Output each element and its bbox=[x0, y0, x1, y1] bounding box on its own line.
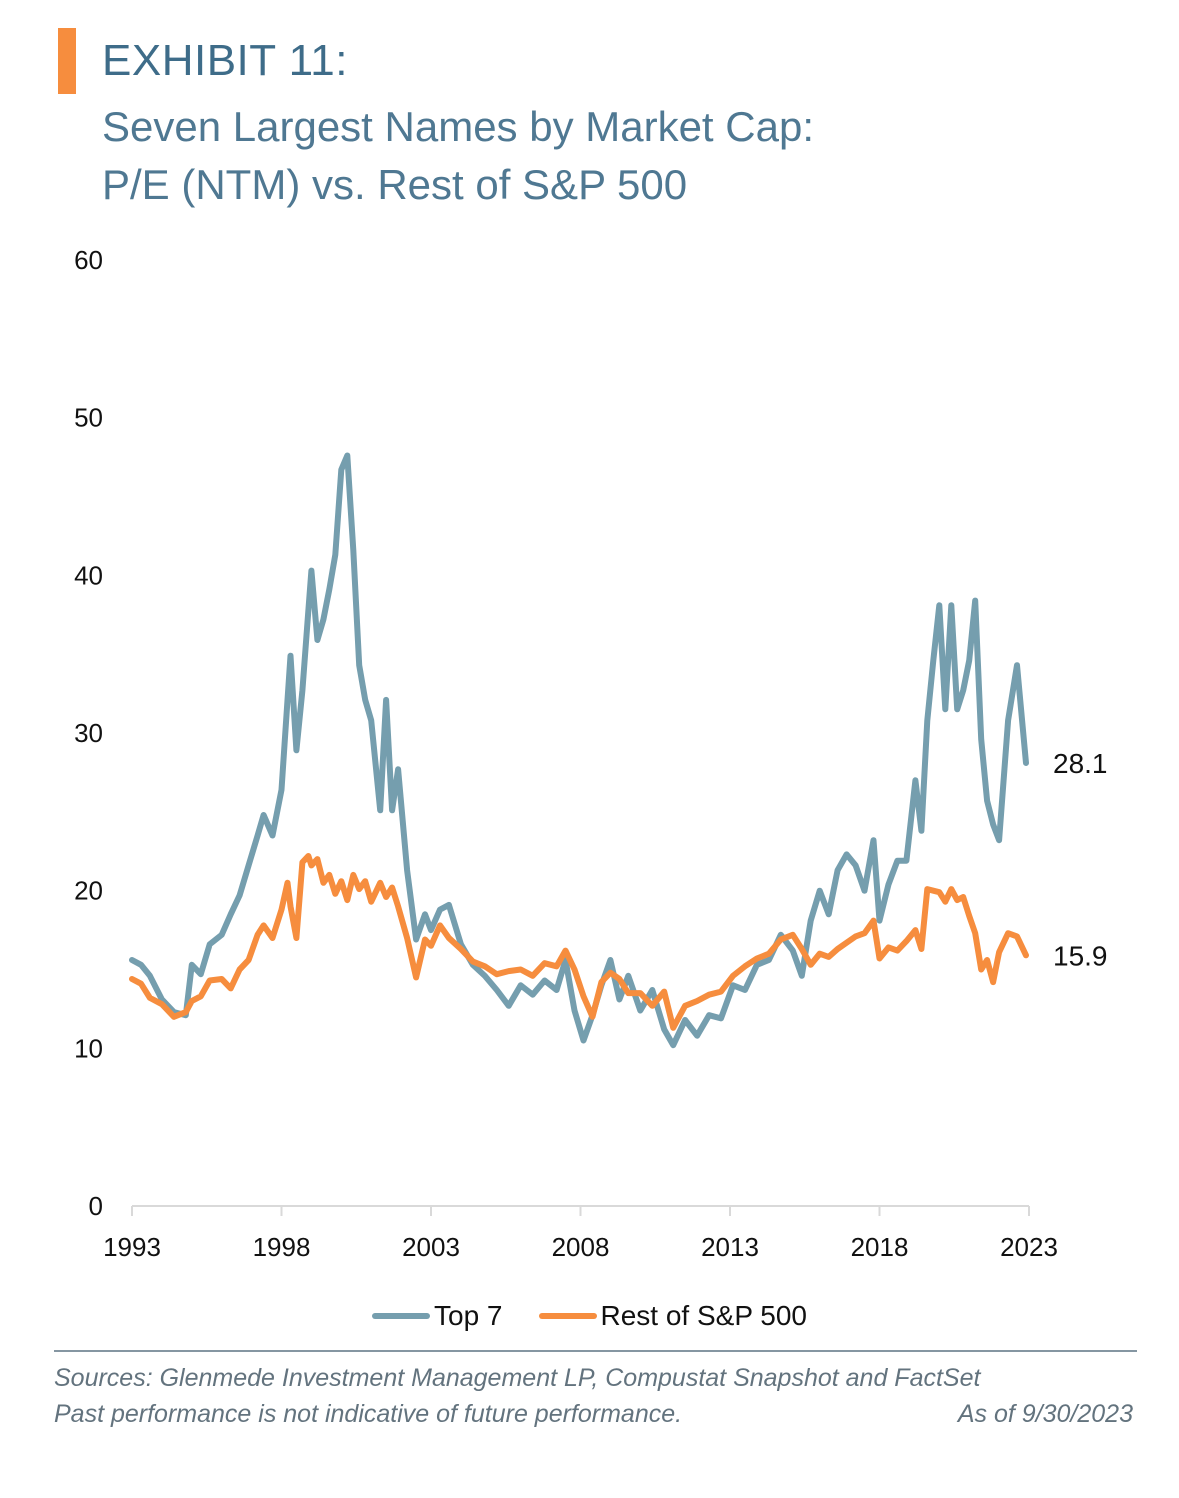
y-tick-label: 40 bbox=[74, 560, 103, 590]
y-tick-label: 10 bbox=[74, 1033, 103, 1063]
series-layer bbox=[129, 452, 1029, 1049]
y-axis: 0 10 20 30 40 50 60 bbox=[74, 245, 103, 1221]
x-tick-label: 1993 bbox=[103, 1232, 161, 1262]
x-tick-label: 2008 bbox=[552, 1232, 610, 1262]
subtitle-line-1: Seven Largest Names by Market Cap: bbox=[102, 103, 814, 150]
legend-label-rest: Rest of S&P 500 bbox=[600, 1300, 808, 1331]
y-tick-label: 20 bbox=[74, 876, 103, 906]
end-labels: 28.1 15.9 bbox=[1053, 748, 1108, 971]
x-tick-label: 1998 bbox=[253, 1232, 311, 1262]
end-label-rest: 15.9 bbox=[1053, 940, 1108, 971]
line-chart: 0 10 20 30 40 50 60 1993 1998 2003 2008 2013 2018 20… bbox=[74, 245, 1108, 1262]
chart-subtitle: Seven Largest Names by Market Cap: P/E (… bbox=[102, 98, 814, 214]
accent-bar bbox=[58, 28, 76, 94]
legend-swatch-top7 bbox=[372, 1313, 430, 1319]
disclaimer-note: Past performance is not indicative of fu… bbox=[54, 1400, 683, 1428]
sources-note: Sources: Glenmede Investment Management … bbox=[54, 1364, 981, 1392]
y-tick-label: 50 bbox=[74, 403, 103, 433]
y-tick-label: 30 bbox=[74, 718, 103, 748]
end-label-top7: 28.1 bbox=[1053, 748, 1108, 779]
y-tick-label: 60 bbox=[74, 245, 103, 275]
legend-label-top7: Top 7 bbox=[434, 1300, 503, 1331]
x-axis: 1993 1998 2003 2008 2013 2018 2023 bbox=[103, 1205, 1058, 1262]
x-tick-label: 2013 bbox=[701, 1232, 759, 1262]
series-line-rest-of-sp500 bbox=[129, 853, 1029, 1031]
x-tick-label: 2018 bbox=[851, 1232, 909, 1262]
legend-item-rest: Rest of S&P 500 bbox=[538, 1300, 808, 1332]
x-tick-label: 2023 bbox=[1000, 1232, 1058, 1262]
subtitle-line-2: P/E (NTM) vs. Rest of S&P 500 bbox=[102, 161, 688, 208]
legend: Top 7 Rest of S&P 500 bbox=[0, 1300, 1179, 1332]
exhibit-label: EXHIBIT 11: bbox=[102, 36, 348, 85]
footer-divider bbox=[54, 1350, 1137, 1352]
series-line-top7 bbox=[129, 452, 1029, 1049]
as-of-date: As of 9/30/2023 bbox=[957, 1400, 1133, 1428]
legend-item-top7: Top 7 bbox=[372, 1300, 503, 1332]
x-tick-label: 2003 bbox=[402, 1232, 460, 1262]
y-tick-label: 0 bbox=[89, 1191, 103, 1221]
legend-swatch-rest bbox=[538, 1313, 597, 1319]
